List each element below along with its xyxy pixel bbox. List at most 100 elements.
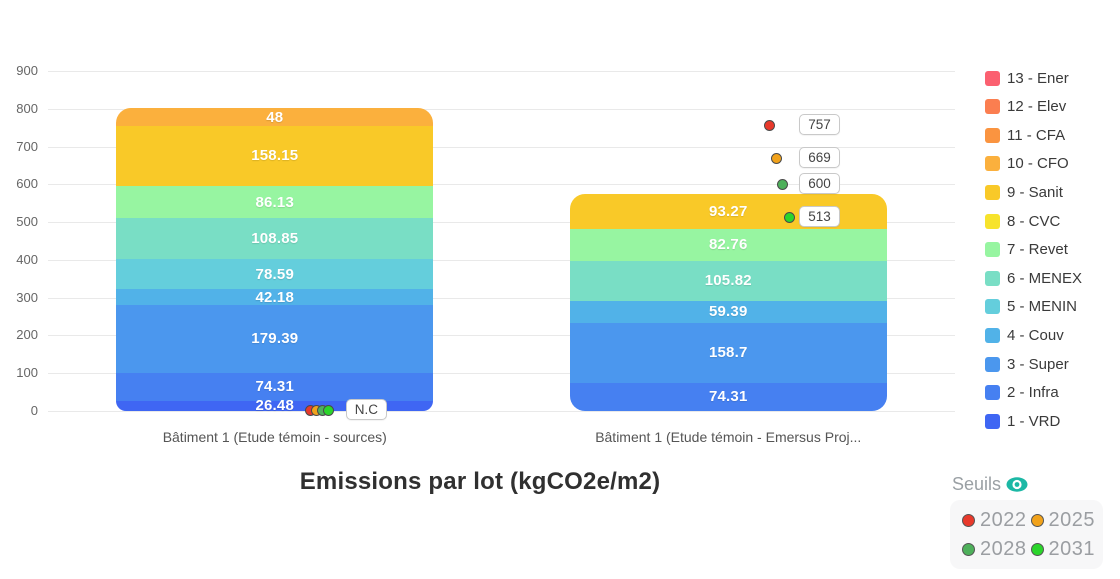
segment-value-label: 82.76 [708, 236, 748, 254]
gridline [48, 108, 955, 110]
threshold-dot [777, 178, 789, 190]
y-axis-tick-label: 500 [16, 214, 38, 230]
seuil-item-2028[interactable]: 2028 [962, 538, 1027, 561]
gridline [48, 259, 955, 261]
segment-value-label: 179.39 [251, 330, 299, 348]
legend-swatch [985, 213, 1000, 229]
segment-value-label: 74.31 [255, 378, 295, 396]
legend-label: 11 - CFA [1007, 126, 1066, 144]
legend-swatch [985, 327, 1000, 343]
legend-swatch [985, 356, 1000, 372]
segment-value-label: 158.7 [708, 344, 748, 362]
y-axis-tick-label: 0 [30, 403, 38, 418]
stacked-bar: 93.27 82.76 105.82 59.39 158.7 74.31 [569, 194, 887, 411]
legend-label: 8 - CVC [1007, 212, 1061, 230]
gridline [48, 335, 955, 337]
segment-value-label: 105.82 [704, 272, 752, 290]
legend-item-13-Ener[interactable]: 13 - Ener [985, 69, 1069, 87]
threshold-dot [764, 119, 776, 131]
segment-value-label: 93.27 [708, 203, 748, 221]
y-axis-tick-label: 600 [16, 176, 38, 192]
segment-value-label: 48 [266, 108, 284, 126]
legend-swatch [985, 156, 1000, 172]
seuils-legend-title: Seuils [952, 474, 1028, 495]
segment-value-label: 78.59 [255, 265, 295, 283]
legend-swatch [985, 413, 1000, 429]
legend-label: 3 - Super [1007, 355, 1069, 373]
legend-item-8-CVC[interactable]: 8 - CVC [985, 212, 1061, 230]
seuil-dot [962, 543, 975, 556]
legend-label: 12 - Elev [1007, 98, 1067, 116]
seuil-dot [962, 514, 975, 527]
threshold-value-box: 600 [799, 173, 840, 195]
y-axis-tick-label: 300 [16, 289, 38, 305]
legend-swatch [985, 70, 1000, 86]
legend-item-7-Revet[interactable]: 7 - Revet [985, 241, 1068, 258]
threshold-dot [783, 211, 795, 223]
bar-segment: 158.7 [569, 322, 887, 383]
seuil-item-2025[interactable]: 2025 [1030, 509, 1096, 532]
legend-label: 6 - MENEX [1007, 269, 1083, 287]
segment-value-label: 158.15 [251, 147, 299, 165]
segment-value-label: 59.39 [708, 303, 748, 321]
legend-swatch [985, 99, 1000, 115]
seuil-year-label: 2031 [1048, 538, 1095, 560]
nc-label-box: N.C [345, 399, 387, 420]
seuil-year-label: 2025 [1048, 509, 1095, 531]
segment-value-label: 26.48 [255, 397, 295, 415]
segment-value-label: 74.31 [708, 388, 748, 406]
legend-item-2-Infra[interactable]: 2 - Infra [985, 384, 1059, 402]
x-axis-label: Bâtiment 1 (Etude témoin - Emersus Proj.… [595, 429, 862, 445]
seuil-dot [1030, 543, 1044, 556]
visibility-eye-icon[interactable] [1006, 477, 1028, 492]
legend-item-12-Elev[interactable]: 12 - Elev [985, 98, 1067, 116]
legend-item-5-MENIN[interactable]: 5 - MENIN [985, 298, 1078, 316]
segment-value-label: 108.85 [251, 230, 299, 248]
legend-item-3-Super[interactable]: 3 - Super [985, 355, 1069, 373]
legend-label: 5 - MENIN [1007, 298, 1078, 316]
gridline [48, 184, 955, 186]
y-axis-tick-label: 400 [16, 251, 38, 267]
threshold-value-box: 757 [799, 114, 840, 136]
legend-item-10-CFO[interactable]: 10 - CFO [985, 155, 1069, 173]
nc-threshold-dot [322, 404, 334, 416]
bar-segment: 82.76 [569, 229, 887, 261]
seuils-title-label: Seuils [952, 474, 1002, 494]
gridline [48, 297, 955, 299]
threshold-value-box: 669 [799, 147, 840, 169]
threshold-value-box: 513 [799, 206, 840, 228]
legend-item-11-CFA[interactable]: 11 - CFA [985, 126, 1066, 144]
gridline [48, 71, 955, 72]
seuil-item-2022[interactable]: 2022 [962, 509, 1027, 532]
legend-label: 13 - Ener [1007, 69, 1069, 87]
bar-segment: 86.13 [116, 185, 434, 219]
bar-segment: 59.39 [569, 300, 887, 323]
y-axis-tick-label: 700 [16, 138, 38, 154]
seuil-item-2031[interactable]: 2031 [1030, 538, 1096, 561]
gridline [48, 146, 955, 148]
threshold-dot [770, 152, 782, 164]
legend-item-1-VRD[interactable]: 1 - VRD [985, 412, 1061, 430]
legend-swatch [985, 385, 1000, 401]
stacked-bar: 48 158.15 86.13 108.85 78.59 42.18 179.39 74.31… [116, 107, 434, 414]
legend-item-9-Sanit[interactable]: 9 - Sanit [985, 184, 1063, 201]
legend-swatch [985, 127, 1000, 143]
gridline [48, 411, 955, 412]
bar-segment: 74.31 [116, 372, 434, 401]
legend-label: 1 - VRD [1007, 412, 1061, 430]
legend-item-4-Couv[interactable]: 4 - Couv [985, 327, 1064, 344]
legend-label: 10 - CFO [1007, 155, 1069, 173]
seuil-dot [1030, 514, 1044, 527]
legend-item-6-MENEX[interactable]: 6 - MENEX [985, 269, 1083, 287]
bar-segment: 74.31 [569, 382, 887, 411]
segment-value-label: 42.18 [255, 288, 295, 306]
y-axis-tick-label: 900 [16, 63, 38, 78]
legend-swatch [985, 299, 1000, 315]
seuil-year-label: 2022 [980, 509, 1027, 531]
gridline [48, 373, 955, 375]
bar-segment: 26.48 [116, 397, 434, 414]
legend-label: 2 - Infra [1007, 384, 1059, 402]
seuils-legend-box: 2022 2025 2028 2031 [950, 500, 1103, 569]
